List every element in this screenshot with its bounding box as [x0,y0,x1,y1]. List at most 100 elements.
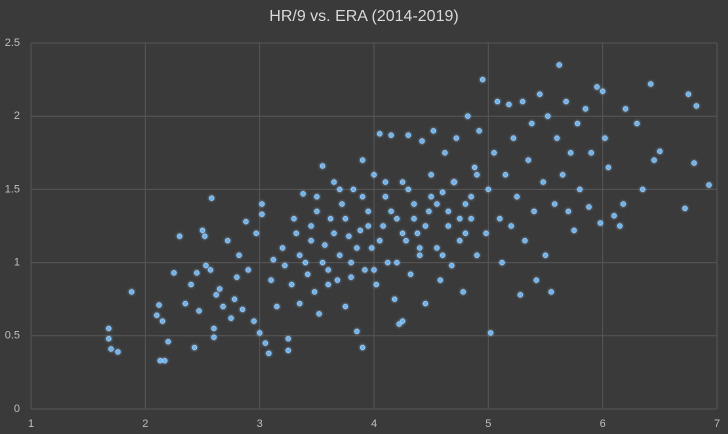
scatter-point [487,330,494,336]
scatter-point [319,163,326,169]
scatter-point [285,347,291,354]
scatter-point [162,358,168,364]
scatter-point [407,271,414,277]
scatter-point [545,113,551,119]
scatter-point [365,208,371,215]
x-tick-label: 2 [142,418,148,430]
x-tick-label: 3 [257,418,263,430]
scatter-point [373,281,379,288]
scatter-point [430,128,437,134]
scatter-point [156,302,162,308]
scatter-point [474,172,480,178]
scatter-point [563,98,569,105]
scatter-point [236,252,242,258]
scatter-point [342,303,349,310]
scatter-point [359,344,366,351]
scatter-point [359,194,366,200]
scatter-point [600,88,606,94]
scatter-point [437,277,443,283]
scatter-point [617,223,623,229]
scatter-point [519,98,526,105]
scatter-point [270,257,277,263]
scatter-point [319,259,326,266]
scatter-point [259,201,265,207]
scatter-point [327,216,334,222]
scatter-point [289,281,295,288]
scatter-point [245,267,251,273]
scatter-point [453,135,459,141]
scatter-point [411,201,417,207]
scatter-point [479,76,486,83]
scatter-point [388,132,394,138]
scatter-point [217,286,223,292]
scatter-point [211,334,217,340]
scatter-point [282,262,288,269]
scatter-point [220,303,226,310]
scatter-point [225,237,231,244]
scatter-point [339,201,345,207]
scatter-point [586,204,592,210]
scatter-point [199,227,206,234]
scatter-point [354,245,360,251]
scatter-point [154,312,160,318]
scatter-point [115,349,121,355]
scatter-point [399,318,406,324]
scatter-point [385,259,391,266]
scatter-point [419,138,425,144]
scatter-point [502,172,509,178]
scatter-point [551,201,558,207]
scatter-point [434,245,440,251]
scatter-point [251,318,257,324]
scatter-point [325,267,331,273]
scatter-point [308,223,314,229]
scatter-point [268,277,274,283]
scatter-point [417,245,423,251]
scatter-point [394,259,400,266]
scatter-point [622,106,629,112]
x-tick-label: 7 [714,418,720,430]
scatter-point [297,252,303,258]
scatter-point [234,274,240,280]
scatter-point [651,157,657,163]
scatter-point [176,233,183,239]
scatter-point [620,201,626,207]
scatter-point [371,172,377,178]
scatter-point [602,135,608,141]
scatter-point [514,194,520,200]
scatter-point [334,277,341,283]
scatter-point [377,131,383,137]
scatter-point [640,186,646,193]
x-tick-label: 6 [600,418,606,430]
scatter-point [529,120,535,127]
x-tick-label: 4 [371,418,377,430]
scatter-point [108,346,114,352]
scatter-point [457,237,463,244]
x-tick-label: 5 [485,418,491,430]
scatter-point [693,103,700,109]
scatter-point [213,292,219,298]
scatter-point [428,194,434,200]
scatter-point [634,120,640,127]
chart-title: HR/9 vs. ERA (2014-2019) [269,8,458,25]
scatter-point [597,220,604,226]
scatter-point [208,195,215,201]
scatter-point [371,267,377,273]
scatter-point [357,227,363,234]
scatter-point [106,336,112,342]
y-tick-label: 2.5 [5,37,20,49]
scatter-point [211,325,217,332]
scatter-point [403,237,409,244]
y-tick-label: 1.5 [5,183,20,195]
scatter-point [548,289,554,295]
scatter-point [128,289,135,295]
scatter-point [377,237,383,244]
scatter-point [439,189,446,195]
x-tick-label: 1 [28,418,34,430]
scatter-point [471,164,478,171]
scatter-point [533,277,540,283]
scatter-point [188,281,194,288]
scatter-point [491,150,497,156]
scatter-point [465,113,471,119]
